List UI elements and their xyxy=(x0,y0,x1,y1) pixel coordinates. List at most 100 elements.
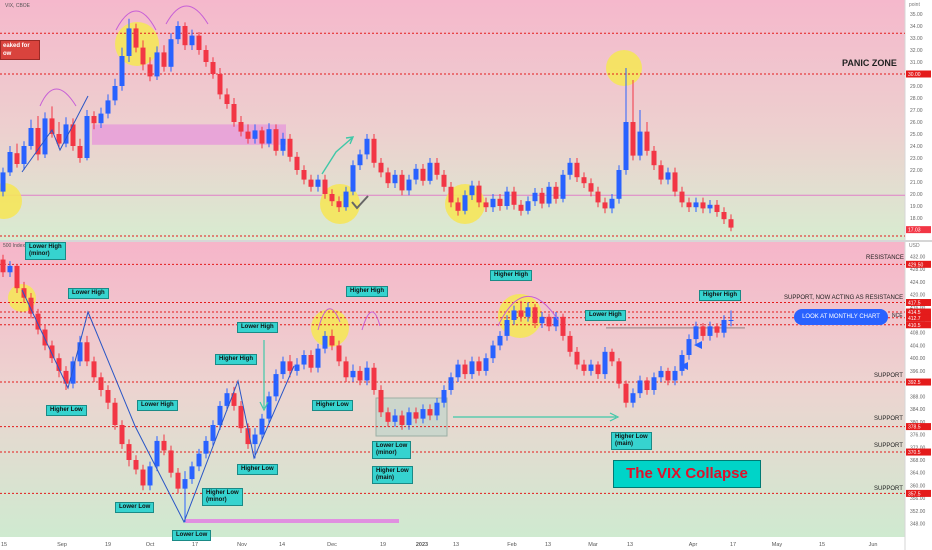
spx-tick-label-4: 364.00 xyxy=(910,471,926,477)
vix-candle-20 xyxy=(140,40,146,71)
spx-candle-54 xyxy=(378,385,384,418)
vix-tick-label-11: 29.00 xyxy=(910,84,923,90)
axis-background xyxy=(905,0,932,550)
spx-candle-40 xyxy=(280,356,286,379)
spx-candle-55 xyxy=(385,407,391,427)
spx-candle-87 xyxy=(609,348,615,367)
vix-candle-5 xyxy=(35,116,41,161)
vix-candle-7 xyxy=(49,106,55,138)
spx-candle-28 xyxy=(196,448,202,472)
vix-candle-38 xyxy=(266,123,272,148)
vix-level-tag-current-bg xyxy=(906,226,931,234)
vix-candle-55 xyxy=(385,167,391,188)
spx-level-tag-3: 412.7 xyxy=(908,316,921,322)
structure-label-line2: (minor) xyxy=(206,497,227,503)
spx-candle-29 xyxy=(203,436,209,459)
structure-label-ll-minor: Lower Low (minor) xyxy=(372,441,412,459)
vix-candle-12 xyxy=(84,110,90,161)
structure-label-hh-4: Higher High xyxy=(699,290,741,301)
spx-level-tag-2: 414.5 xyxy=(908,310,921,316)
spx-level-tag-1-bg xyxy=(906,299,931,306)
vix-candle-8 xyxy=(56,122,62,149)
structure-label-line2: (main) xyxy=(615,441,633,447)
vix-candle-92 xyxy=(644,122,650,156)
spx-axis-unit: USD xyxy=(909,243,920,249)
vix-candle-66 xyxy=(462,190,468,215)
vix-candle-27 xyxy=(189,29,195,50)
vix-candle-68 xyxy=(476,180,482,208)
vix-candle-14 xyxy=(98,107,104,128)
spx-candle-34 xyxy=(238,401,244,433)
vix-tick-label-17: 35.00 xyxy=(910,12,923,18)
structure-label-hh-1: Higher High xyxy=(215,354,257,365)
vix-tick-label-15: 33.00 xyxy=(910,36,923,42)
vix-candle-47 xyxy=(329,189,335,206)
spx-candle-45 xyxy=(315,343,321,373)
vix-candle-97 xyxy=(679,186,685,208)
vix-candle-30 xyxy=(210,57,216,79)
spx-level-tag-8: 357.5 xyxy=(908,491,921,497)
vix-candle-11 xyxy=(77,138,83,163)
spx-candle-82 xyxy=(574,347,580,370)
vix-candle-67 xyxy=(469,180,475,200)
structure-label-lh-1: Lower High xyxy=(68,288,109,299)
spx-candle-21 xyxy=(147,461,153,491)
spx-tick-label-18: 420.00 xyxy=(910,293,926,299)
spx-candle-7 xyxy=(49,340,55,363)
spx-candle-4 xyxy=(28,292,34,319)
leaked-callout-line2: ow xyxy=(3,51,12,57)
vix-candle-95 xyxy=(665,167,671,185)
structure-label-line1: Higher High xyxy=(494,272,528,278)
vix-green-arrow xyxy=(321,137,353,175)
spx-candle-5 xyxy=(35,308,41,335)
spx-candle-77 xyxy=(539,312,545,328)
vix-candle-22 xyxy=(154,46,160,80)
look-at-monthly-chart-button[interactable]: LOOK AT MONTHLY CHART xyxy=(794,309,888,325)
vix-check-mark xyxy=(351,195,369,210)
spx-candle-88 xyxy=(616,358,622,389)
spx-arc-3 xyxy=(497,295,559,327)
vix-candle-17 xyxy=(119,47,125,91)
time-tick-label-18: 15 xyxy=(819,542,825,548)
time-tick-label-4: 17 xyxy=(192,542,198,548)
spx-candle-0 xyxy=(0,254,6,278)
vix-tick-label-14: 32.00 xyxy=(910,48,923,54)
spx-candle-30 xyxy=(210,420,216,446)
time-tick-label-15: Apr xyxy=(689,542,698,548)
spx-candle-12 xyxy=(84,335,90,367)
vix-candle-59 xyxy=(413,164,419,185)
resistance-label: RESISTANCE xyxy=(866,255,904,261)
spx-candle-67 xyxy=(469,356,475,379)
spx-candle-99 xyxy=(693,321,699,344)
spx-tick-label-12: 396.00 xyxy=(910,369,926,375)
spx-tick-label-10: 388.00 xyxy=(910,394,926,400)
vix-candle-89 xyxy=(623,68,629,175)
spx-candle-38 xyxy=(266,391,272,424)
spx-candle-101 xyxy=(707,321,713,341)
structure-label-line1: Higher Low xyxy=(50,407,83,413)
time-tick-label-13: Mar xyxy=(588,542,598,548)
structure-label-lh-3: Lower High xyxy=(237,322,278,333)
vix-candle-41 xyxy=(287,134,293,162)
structure-label-line1: Lower High xyxy=(72,290,105,296)
structure-label-hl-main-2: Higher Low (main) xyxy=(611,432,652,450)
time-tick-label-8: 19 xyxy=(380,542,386,548)
structure-label-line1: Lower High xyxy=(589,312,622,318)
structure-label-line2: (minor) xyxy=(376,450,397,456)
spx-candle-97 xyxy=(679,350,685,376)
vix-candle-2 xyxy=(14,143,20,168)
spx-candle-75 xyxy=(525,302,531,322)
vix-candle-33 xyxy=(231,98,237,127)
spx-candle-3 xyxy=(21,281,27,303)
spx-candle-20 xyxy=(140,464,146,491)
vix-candle-86 xyxy=(602,197,608,214)
vix-candle-103 xyxy=(721,207,727,224)
vix-tick-label-13: 31.00 xyxy=(910,60,923,66)
spx-candle-9 xyxy=(63,366,69,390)
spx-candle-78 xyxy=(546,313,552,332)
time-tick-label-10: 13 xyxy=(453,542,459,548)
spx-candle-42 xyxy=(294,358,300,376)
spx-candle-37 xyxy=(259,413,265,440)
spx-candle-26 xyxy=(182,471,188,523)
vix-candle-99 xyxy=(693,197,699,212)
